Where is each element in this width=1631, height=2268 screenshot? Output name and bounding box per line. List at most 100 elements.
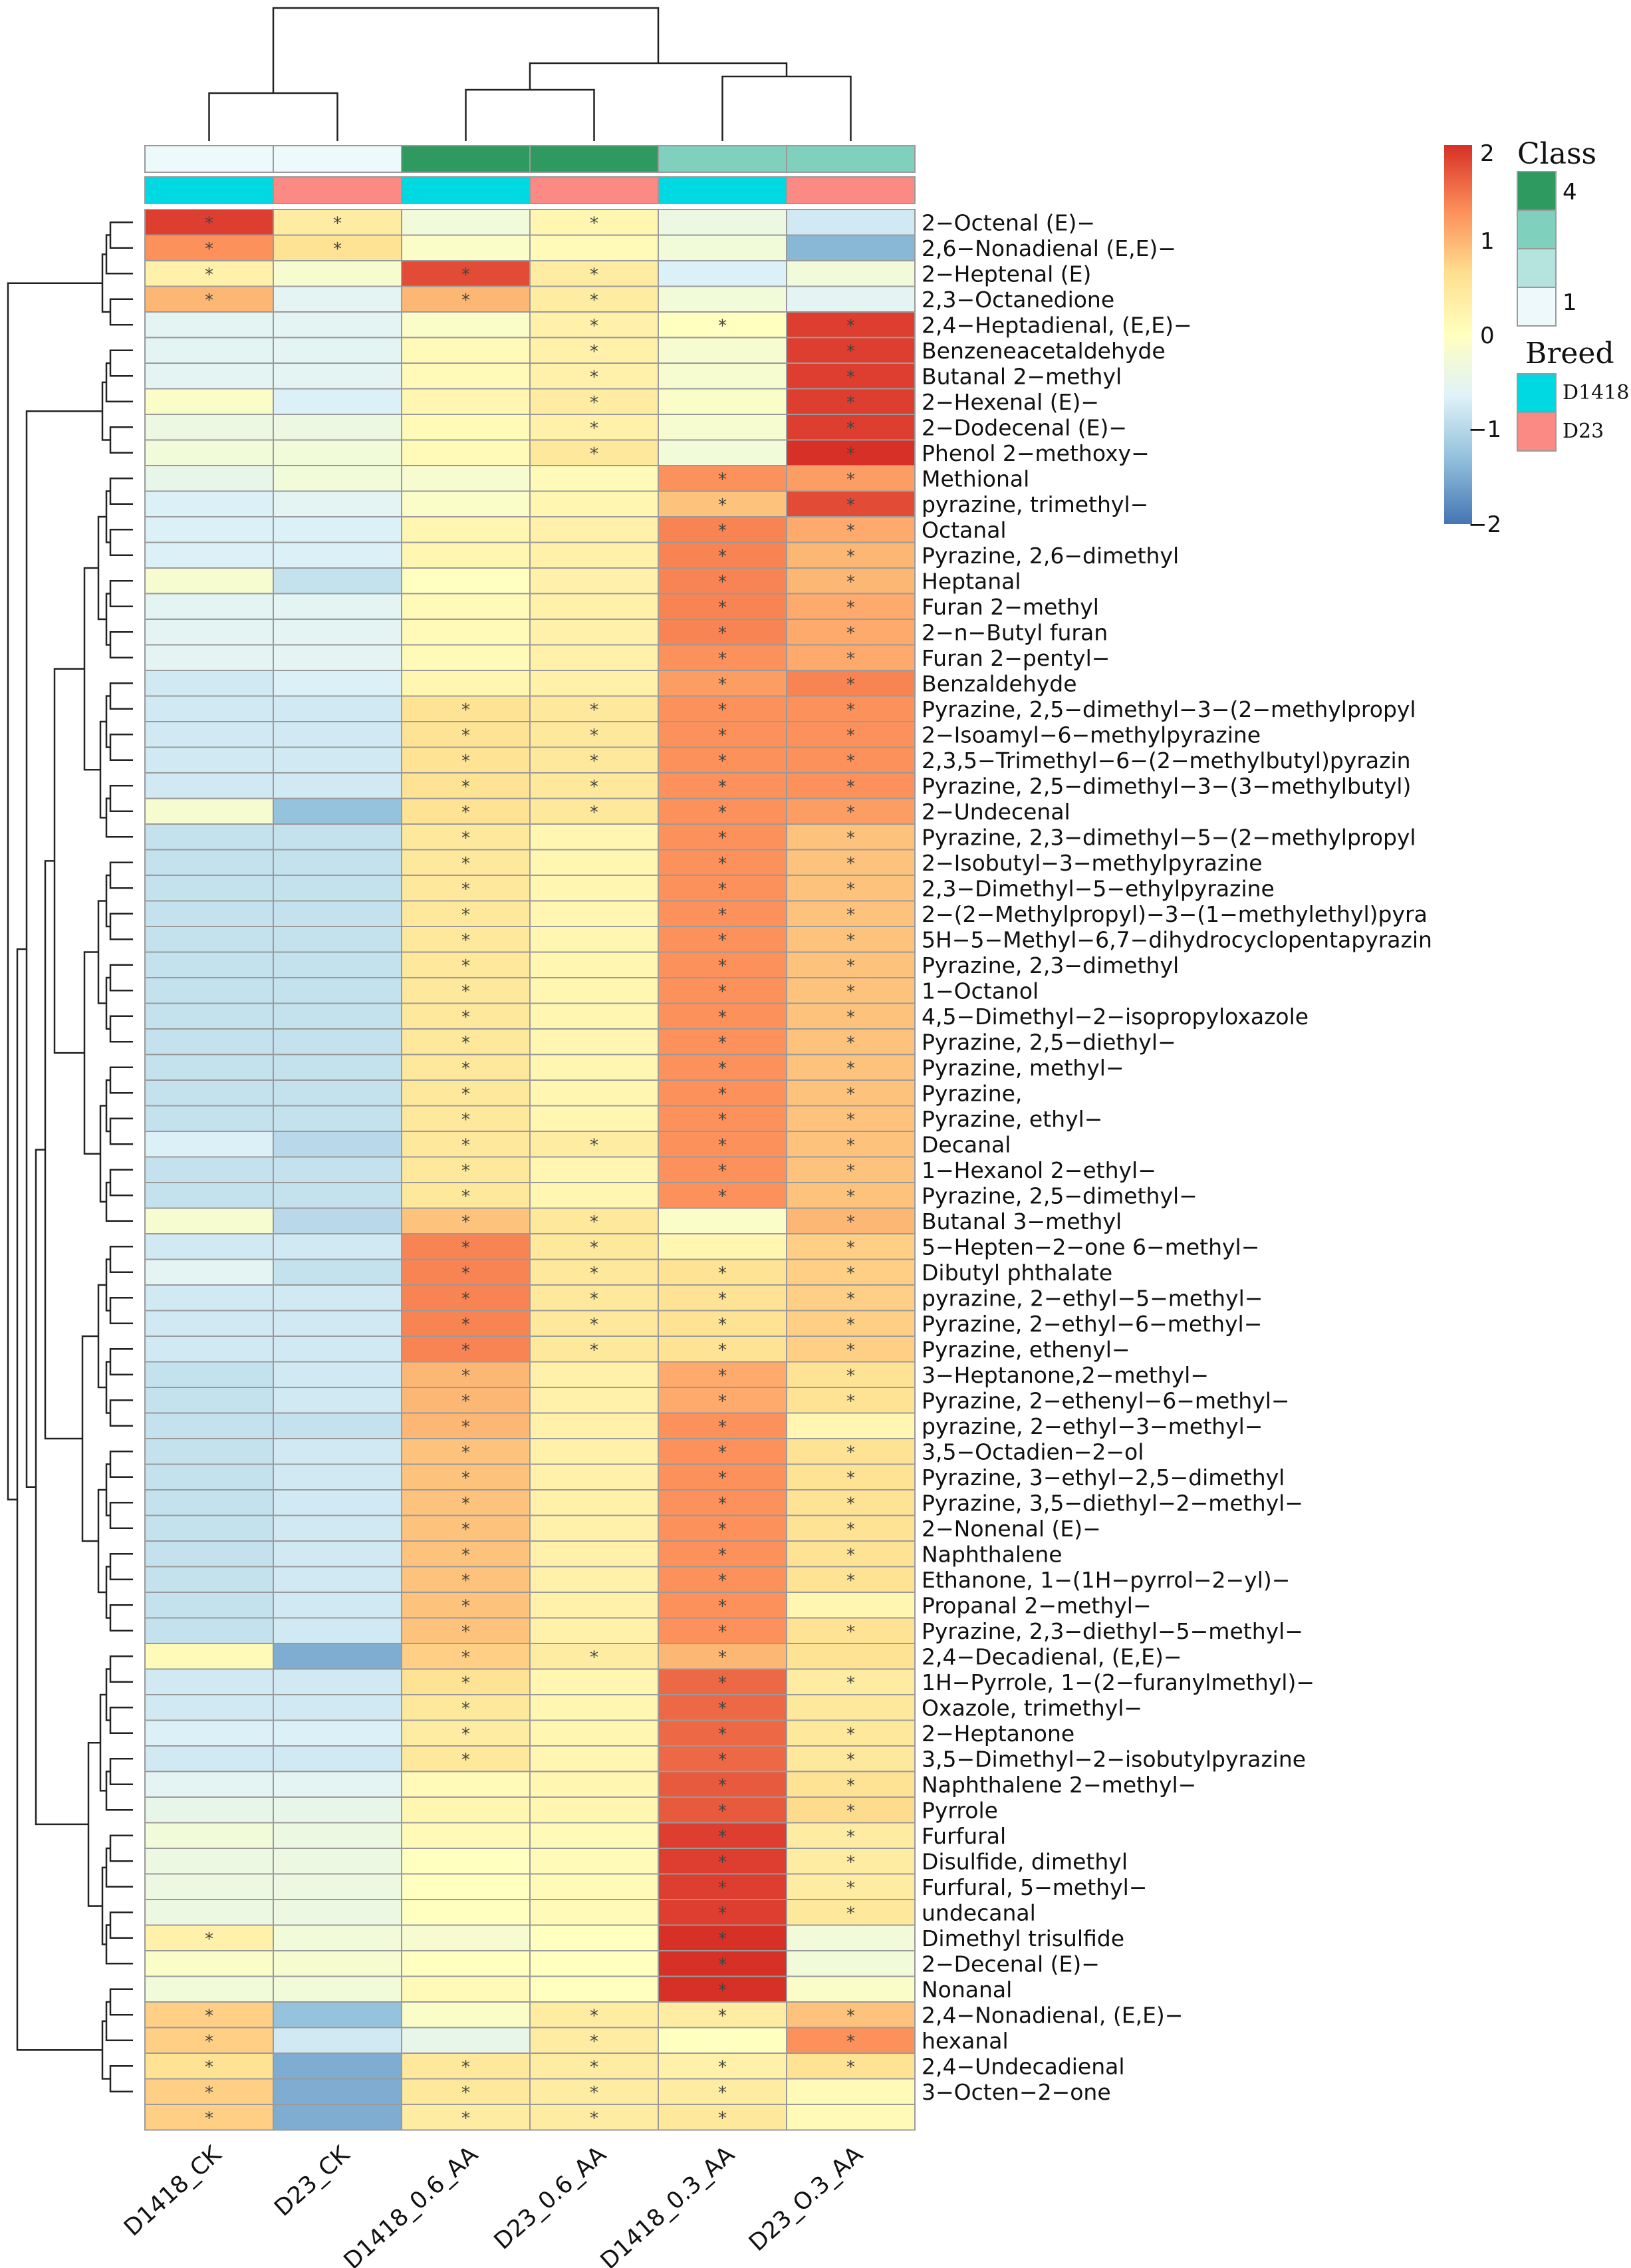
- heatmap-cell: [144, 1540, 274, 1568]
- significance-star: *: [718, 1750, 727, 1770]
- heatmap-cell: [401, 439, 531, 466]
- heatmap-cell: [401, 977, 531, 1004]
- heatmap-cell: [529, 1719, 659, 1747]
- significance-star: *: [718, 1469, 727, 1488]
- heatmap-cell: [144, 1463, 274, 1490]
- column-dendrogram-link: [721, 75, 852, 141]
- heatmap-cell: [273, 1540, 402, 1568]
- significance-star: *: [846, 1673, 855, 1693]
- significance-star: *: [718, 521, 727, 541]
- significance-star: *: [718, 1008, 727, 1028]
- significance-star: *: [461, 1622, 470, 1642]
- class-cell: [144, 145, 274, 173]
- heatmap-cell: [658, 746, 787, 774]
- heatmap-cell: [658, 1002, 787, 1030]
- heatmap-cell: [529, 1412, 659, 1439]
- heatmap-cell: [144, 951, 274, 978]
- heatmap-cell: [658, 797, 787, 825]
- significance-star: *: [718, 1673, 727, 1693]
- row-dendrogram-link: [109, 349, 133, 377]
- heatmap-cell: [786, 951, 916, 978]
- significance-star: *: [718, 1059, 727, 1079]
- significance-star: *: [846, 1622, 855, 1642]
- heatmap-cell: [144, 1361, 274, 1388]
- significance-star: *: [718, 1135, 727, 1155]
- significance-star: *: [846, 1443, 855, 1463]
- heatmap-cell: [401, 1463, 531, 1490]
- row-label: Pyrazine, 2,3−diethyl−5−methyl−: [922, 1618, 1303, 1644]
- significance-star: *: [718, 1622, 727, 1642]
- significance-star: *: [718, 496, 727, 515]
- heatmap-cell: [658, 1745, 787, 1772]
- significance-star: *: [461, 1187, 470, 1206]
- heatmap-cell: [273, 1463, 402, 1490]
- significance-star: *: [461, 1084, 470, 1104]
- row-label: Heptanal: [922, 568, 1021, 594]
- row-label: Pyrrole: [922, 1797, 998, 1823]
- heatmap-cell: [786, 362, 916, 390]
- heatmap-cell: [144, 2104, 274, 2131]
- row-label: Disulfide, dimethyl: [922, 1848, 1128, 1874]
- significance-star: *: [846, 726, 855, 746]
- significance-star: *: [590, 342, 598, 362]
- heatmap-cell: [144, 1566, 274, 1593]
- column-label: D1418_CK: [119, 2141, 227, 2241]
- heatmap-cell: [144, 541, 274, 569]
- heatmap-cell: [786, 823, 916, 851]
- heatmap-cell: [144, 593, 274, 620]
- row-dendrogram-link: [109, 1451, 133, 1478]
- significance-star: *: [718, 828, 727, 848]
- row-dendrogram-link: [109, 1912, 133, 1939]
- significance-star: *: [846, 521, 855, 541]
- row-label: Pyrazine, ethenyl−: [922, 1336, 1130, 1362]
- row-dendrogram-link: [99, 1693, 106, 1792]
- heatmap-cell: [658, 1796, 787, 1824]
- significance-star: *: [461, 905, 470, 925]
- heatmap-cell: [401, 1336, 531, 1363]
- class-annotation-bar: [144, 145, 916, 173]
- heatmap-cell: [144, 1028, 274, 1056]
- significance-star: *: [718, 1417, 727, 1437]
- heatmap-cell: [529, 1592, 659, 1619]
- row-label: 4,5−Dimethyl−2−isopropyloxazole: [922, 1004, 1309, 1030]
- heatmap-cell: [529, 2053, 659, 2080]
- heatmap-cell: [144, 1284, 274, 1312]
- significance-star: *: [846, 879, 855, 899]
- heatmap-cell: [144, 670, 274, 697]
- heatmap-cell: [658, 209, 787, 236]
- heatmap-cell: [273, 388, 402, 415]
- significance-star: *: [718, 2083, 727, 2103]
- heatmap-cell: [786, 337, 916, 364]
- row-dendrogram-link: [109, 1553, 133, 1580]
- row-dendrogram-link: [97, 1284, 106, 1389]
- heatmap-cell: [658, 465, 787, 492]
- heatmap-cell: [273, 465, 402, 492]
- significance-star: *: [846, 2032, 855, 2052]
- significance-star: *: [846, 1238, 855, 1258]
- heatmap-cell: [529, 823, 659, 851]
- heatmap-cell: [144, 2053, 274, 2080]
- significance-star: *: [846, 777, 855, 797]
- significance-star: *: [590, 265, 598, 285]
- heatmap-cell: [273, 1207, 402, 1234]
- heatmap-cell: [529, 593, 659, 620]
- heatmap-cell: [786, 541, 916, 569]
- row-labels: 2−Octenal (E)−2,6−Nonadienal (E,E)−2−Hep…: [922, 210, 1432, 2105]
- significance-star: *: [205, 2057, 213, 2077]
- significance-star: *: [846, 1008, 855, 1028]
- heatmap-cell: [786, 1540, 916, 1568]
- significance-star: *: [590, 726, 598, 746]
- row-dendrogram-link: [109, 529, 133, 556]
- heatmap-cell: [529, 1514, 659, 1542]
- heatmap-cell: [529, 644, 659, 671]
- significance-star: *: [461, 2057, 470, 2077]
- heatmap-cell: [273, 746, 402, 774]
- significance-star: *: [461, 752, 470, 772]
- row-label: 2,4−Decadienal, (E,E)−: [922, 1643, 1182, 1669]
- heatmap-cell: [144, 1207, 274, 1234]
- class-cell: [786, 145, 916, 173]
- significance-star: *: [718, 1289, 727, 1309]
- heatmap-cell: [786, 1028, 916, 1056]
